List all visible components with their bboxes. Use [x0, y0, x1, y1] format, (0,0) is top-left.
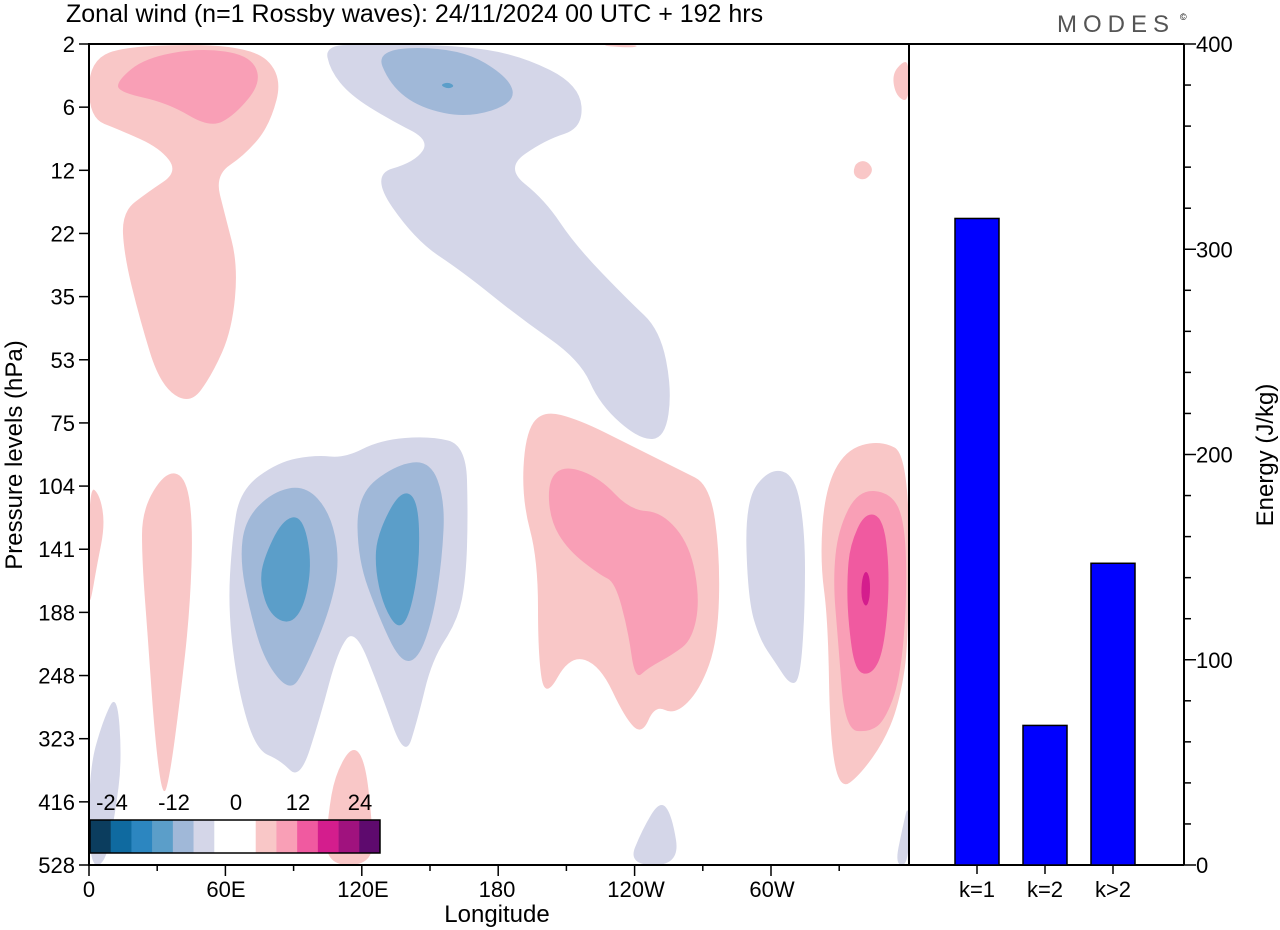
energy-bar — [1022, 724, 1068, 866]
colorbar-cell — [338, 820, 360, 853]
colorbar-cell — [110, 820, 132, 853]
x-tick-label: 0 — [83, 877, 95, 902]
contour-neg-twin-core-left — [261, 517, 310, 622]
colorbar-label: 12 — [286, 790, 310, 815]
y-tick-label: 35 — [51, 285, 75, 310]
contour-pos-right-top — [893, 62, 909, 101]
colorbar-cell — [172, 820, 194, 853]
energy-tick-labels: 0 100 200 300 400 — [1196, 32, 1233, 878]
contour-pos-left-column — [142, 473, 192, 792]
contour-neg-upper-core — [381, 48, 513, 115]
wavenumber-labels: k=1 k=2 k>2 — [959, 865, 1131, 902]
y-tick-label: 141 — [38, 537, 75, 562]
energy-tick-label: 200 — [1196, 443, 1233, 468]
y-tick-label: 248 — [38, 664, 75, 689]
y-tick-label: 104 — [38, 474, 75, 499]
category-label: k>2 — [1095, 877, 1131, 902]
pressure-ticks: 2 6 12 22 35 53 75 104 141 188 248 323 416 528 — [38, 32, 89, 878]
colorbar-cell — [317, 820, 339, 853]
colorbar-cell — [276, 820, 298, 853]
colorbar-cell — [255, 820, 277, 853]
colorbar-cell — [235, 820, 257, 853]
y-tick-label: 12 — [51, 158, 75, 183]
y-axis-label: Pressure levels (hPa) — [1, 340, 28, 569]
contour-neg-mid-right — [746, 470, 805, 683]
energy-tick-marks — [1184, 43, 1196, 866]
colorbar: -24 -12 0 12 24 — [89, 790, 381, 854]
colorbar-labels: -24 -12 0 12 24 — [96, 790, 372, 815]
colorbar-cells — [90, 820, 381, 853]
colorbar-label: -24 — [96, 790, 128, 815]
colorbar-label: 0 — [230, 790, 242, 815]
contour-neg-twin-core-right — [375, 493, 420, 626]
y-tick-label: 416 — [38, 790, 75, 815]
y-tick-label: 188 — [38, 600, 75, 625]
energy-bar — [954, 217, 1000, 866]
y-tick-label: 528 — [38, 853, 75, 878]
longitude-ticks: 0 60E 120E 180 120W 60W — [83, 865, 840, 902]
colorbar-label: 24 — [348, 790, 372, 815]
colorbar-cell — [193, 820, 215, 853]
energy-tick-label: 100 — [1196, 648, 1233, 673]
energy-tick-label: 0 — [1196, 853, 1208, 878]
energy-bar — [1090, 562, 1136, 866]
wind-anomaly-contours — [89, 45, 909, 865]
contour-neg-bottom-right — [897, 810, 909, 865]
contour-pos-left-edge — [89, 489, 104, 600]
contour-pos-mid-core — [548, 468, 698, 676]
energy-panel: 0 100 200 300 400 k=1 k=2 k>2 — [909, 32, 1233, 902]
colorbar-cell — [131, 820, 153, 853]
colorbar-cell — [90, 820, 112, 853]
x-axis-label: Longitude — [444, 901, 549, 928]
chart-title: Zonal wind (n=1 Rossby waves): 24/11/202… — [66, 0, 763, 28]
contour-neg-bottom-center — [633, 805, 677, 865]
y-tick-label: 75 — [51, 411, 75, 436]
brand-mark: © — [1180, 12, 1187, 22]
x-tick-label: 60E — [206, 877, 245, 902]
energy-tick-label: 300 — [1196, 237, 1233, 262]
colorbar-label: -12 — [158, 790, 190, 815]
x-tick-label: 60W — [749, 877, 794, 902]
contour-neg-upper-band — [327, 45, 670, 440]
contour-pos-top-edge — [605, 45, 637, 48]
energy-bars — [954, 217, 1136, 866]
energy-tick-label: 400 — [1196, 32, 1233, 57]
colorbar-cell — [152, 820, 174, 853]
category-label: k=2 — [1027, 877, 1063, 902]
y-tick-label: 323 — [38, 727, 75, 752]
contour-pos-upper-left — [89, 45, 279, 399]
colorbar-cell — [359, 820, 381, 853]
y-tick-label: 53 — [51, 348, 75, 373]
category-label: k=1 — [959, 877, 995, 902]
y-tick-label: 22 — [51, 221, 75, 246]
colorbar-cell — [297, 820, 319, 853]
y-tick-label: 2 — [63, 32, 75, 57]
contour-panel — [88, 43, 910, 866]
colorbar-cell — [214, 820, 236, 853]
x-tick-label: 120E — [337, 877, 388, 902]
contour-pos-right-core — [861, 572, 870, 606]
y-tick-label: 6 — [63, 95, 75, 120]
contour-pos-right-dot — [853, 161, 872, 180]
x-tick-label: 180 — [479, 877, 516, 902]
x-tick-label: 120W — [607, 877, 665, 902]
contour-neg-upper-dot — [442, 82, 454, 89]
energy-axis-label: Energy (J/kg) — [1252, 384, 1279, 527]
brand-logo: MODES — [1057, 11, 1175, 38]
colorbar-frame — [89, 819, 381, 854]
contour-pos-upper-left-core — [118, 50, 258, 124]
